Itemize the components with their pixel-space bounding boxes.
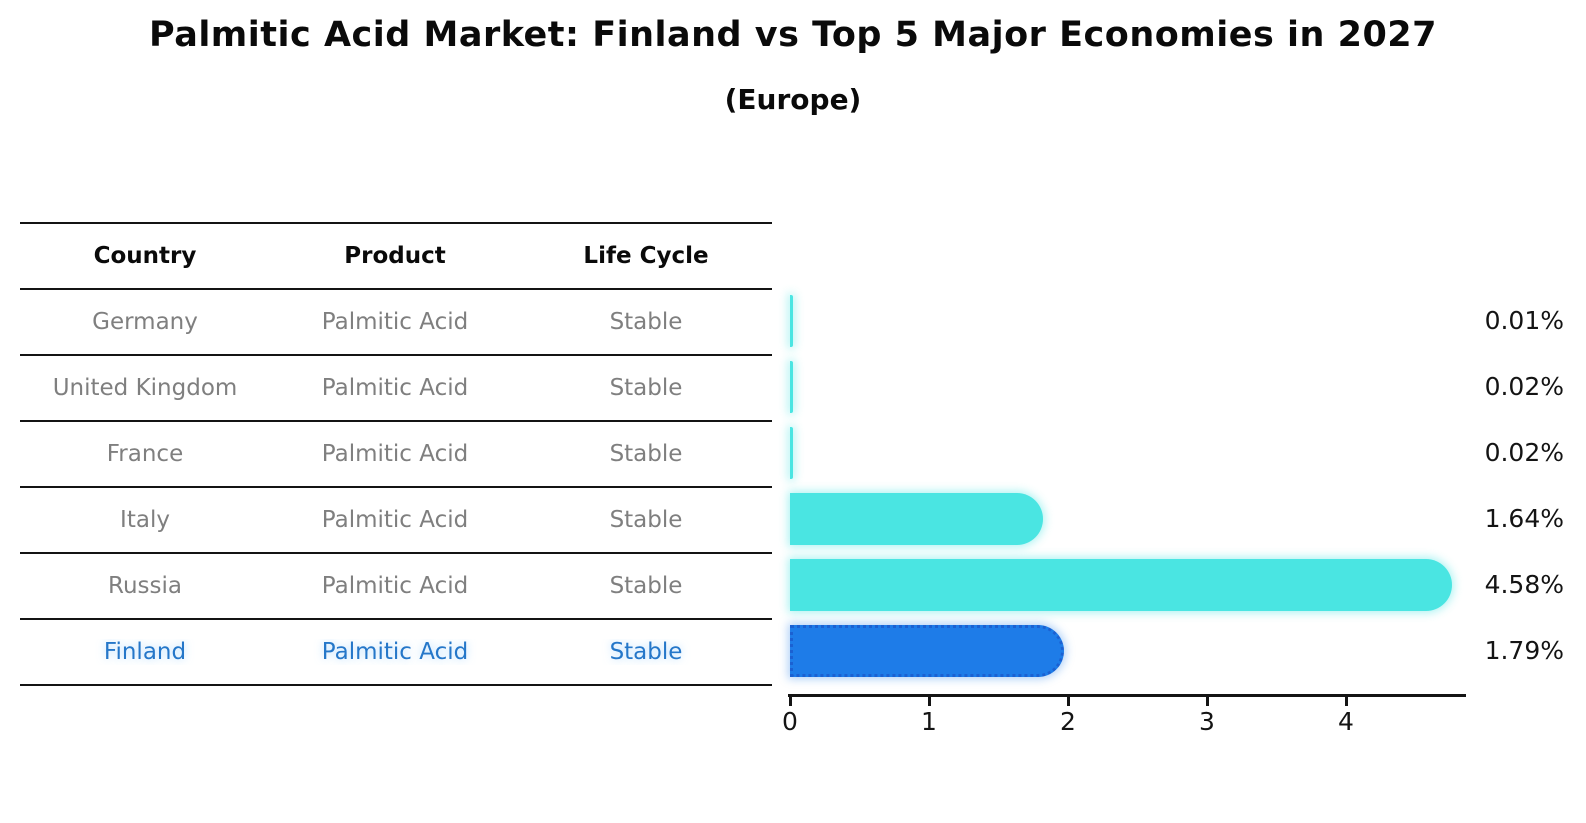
value-label-italy: 1.64% [1484,504,1564,533]
table-cell-life-cycle: Stable [609,507,683,533]
bar-italy [790,493,1043,545]
value-label-france: 0.02% [1484,438,1564,467]
bar-finland [790,625,1064,677]
table-cell-country: France [106,441,184,467]
x-tick-label: 1 [921,707,937,736]
bar-plot-area [790,288,1466,694]
chart-title: Palmitic Acid Market: Finland vs Top 5 M… [148,15,1438,55]
x-tick-label: 0 [782,707,798,736]
x-tick-mark [789,697,792,706]
x-tick-label: 2 [1060,707,1076,736]
table-row: Italy Palmitic Acid Stable [20,486,772,552]
table-row: Russia Palmitic Acid Stable [20,552,772,618]
table-cell-product: Palmitic Acid [321,573,469,599]
x-tick-mark [928,697,931,706]
table-cell-product: Palmitic Acid [321,441,469,467]
table-row: France Palmitic Acid Stable [20,420,772,486]
value-label-finland: 1.79% [1484,636,1564,665]
country-table: Country Product Life Cycle Germany Palmitic … [20,222,772,686]
table-row: United Kingdom Palmitic Acid Stable [20,354,772,420]
table-cell-product: Palmitic Acid [321,507,469,533]
table-row: Germany Palmitic Acid Stable [20,288,772,354]
x-tick-mark [1345,697,1348,706]
table-cell-country: United Kingdom [52,375,238,401]
x-tick-mark [1206,697,1209,706]
bar-russia [790,559,1452,611]
table-row: Finland Palmitic Acid Stable [20,618,772,684]
bar-united-kingdom [790,361,793,413]
x-tick-label: 3 [1199,707,1215,736]
value-label-united-kingdom: 0.02% [1484,372,1564,401]
value-label-russia: 4.58% [1484,570,1564,599]
table-header-row: Country Product Life Cycle [20,222,772,288]
x-tick-mark [1067,697,1070,706]
chart-subtitle: (Europe) [724,83,862,116]
table-cell-life-cycle: Stable [609,375,683,401]
column-header: Country [93,243,197,269]
table-cell-life-cycle: Stable [609,309,683,335]
table-cell-life-cycle: Stable [609,573,683,599]
table-cell-country: Italy [120,507,170,533]
table-cell-country: Germany [92,309,198,335]
x-tick-label: 4 [1338,707,1354,736]
column-header: Product [344,243,446,269]
bar-germany [790,295,793,347]
table-cell-product: Palmitic Acid [321,639,469,665]
table-cell-life-cycle: Stable [609,639,683,665]
value-label-germany: 0.01% [1484,306,1564,335]
table-cell-life-cycle: Stable [609,441,683,467]
x-axis-line [788,694,1466,697]
table-cell-country: Finland [103,639,187,665]
table-cell-country: Russia [108,573,182,599]
table-cell-product: Palmitic Acid [321,375,469,401]
column-header: Life Cycle [583,243,709,269]
table-cell-product: Palmitic Acid [321,309,469,335]
bar-france [790,427,793,479]
